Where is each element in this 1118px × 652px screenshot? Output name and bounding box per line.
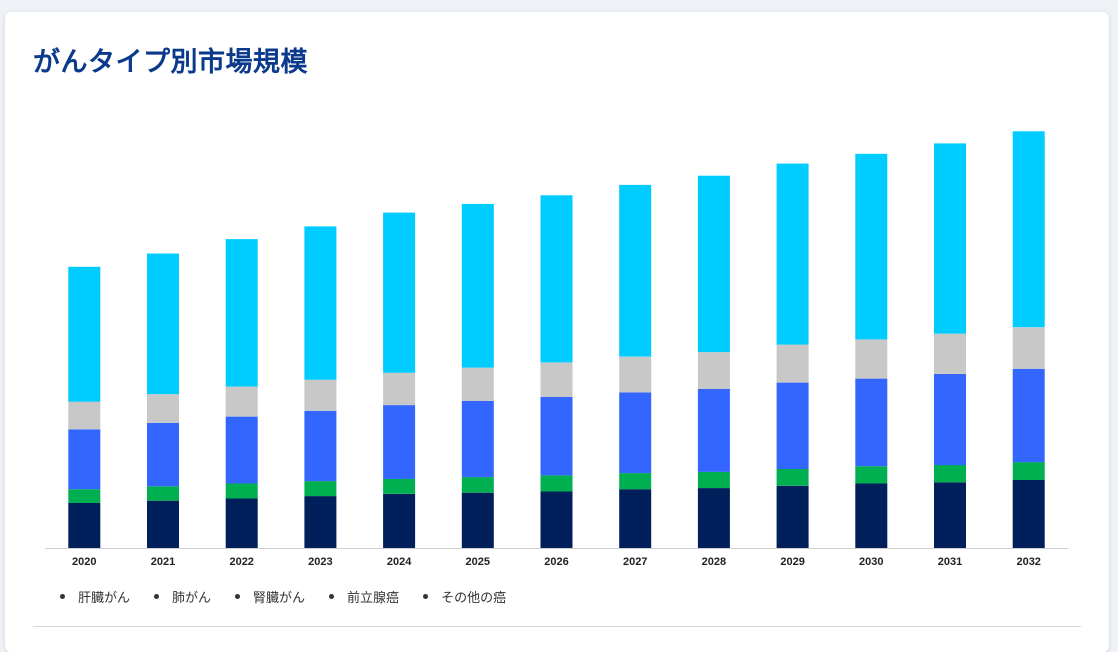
bar-segment-2029-series-3 <box>776 344 809 383</box>
x-tick-label: 2020 <box>72 556 96 568</box>
bar-segment-2023-series-3 <box>304 379 337 411</box>
legend-item: 肺がん <box>154 587 211 606</box>
bar-segment-2029-series-0 <box>776 485 809 548</box>
bar-segment-2027-series-3 <box>619 356 652 393</box>
bar-segment-2026-series-2 <box>540 397 573 476</box>
bar-segment-2030-series-1 <box>855 466 888 484</box>
x-tick-label: 2026 <box>544 556 568 568</box>
bullet-icon <box>235 594 241 599</box>
bar-segment-2022-series-2 <box>225 416 258 484</box>
legend: 肝臓がん 肺がん 腎臓がん 前立腺癌 その他の癌 <box>60 587 506 606</box>
bar-segment-2024-series-1 <box>383 478 416 494</box>
bar-segment-2024-series-4 <box>383 212 416 373</box>
stacked-bar-chart: 2020 2021 2022 2023 2024 2025 2026 2027 2028 2029… <box>45 131 1068 568</box>
bar-segment-2028-series-4 <box>697 175 730 353</box>
legend-item: その他の癌 <box>423 587 506 606</box>
bar-segment-2025-series-4 <box>461 203 494 368</box>
bar-segment-2026-series-1 <box>540 475 573 492</box>
bullet-icon <box>154 594 160 599</box>
legend-label: 腎臓がん <box>253 591 306 606</box>
chart-title: がんタイプ別市場規模 <box>33 47 308 78</box>
bullet-icon <box>60 594 65 599</box>
bar-segment-2022-series-4 <box>225 239 258 387</box>
bar-segment-2031-series-3 <box>934 333 966 374</box>
legend-label: 肝臓がん <box>78 591 131 606</box>
bar-segment-2032-series-4 <box>1012 131 1045 328</box>
legend-item: 前立腺癌 <box>329 587 399 606</box>
bar-segment-2030-series-3 <box>855 339 888 379</box>
x-tick-label: 2032 <box>1016 556 1040 568</box>
x-tick-label: 2029 <box>780 556 804 568</box>
bar-segment-2024-series-0 <box>383 493 416 548</box>
bar-segment-2032-series-2 <box>1012 368 1045 463</box>
bar-segment-2027-series-4 <box>619 184 652 357</box>
bar-segment-2025-series-0 <box>461 492 494 548</box>
x-tick-label: 2023 <box>308 556 332 568</box>
bar-segment-2021-series-0 <box>147 500 179 548</box>
legend-label: 前立腺癌 <box>347 591 400 606</box>
bar-segment-2025-series-3 <box>461 367 494 401</box>
legend-item: 肝臓がん <box>60 587 130 606</box>
x-tick-label: 2031 <box>938 556 962 568</box>
bar-segment-2029-series-4 <box>776 163 809 345</box>
divider <box>33 626 1081 627</box>
bar-segment-2023-series-0 <box>304 496 337 548</box>
legend-label: その他の癌 <box>441 591 507 606</box>
bar-segment-2028-series-2 <box>697 388 730 472</box>
x-tick-label: 2030 <box>859 556 883 568</box>
bullet-icon <box>423 594 429 599</box>
bar-segment-2028-series-3 <box>697 352 730 389</box>
bar-segment-2020-series-1 <box>68 489 101 503</box>
bar-segment-2032-series-3 <box>1012 327 1045 369</box>
bar-segment-2029-series-2 <box>776 382 809 469</box>
bar-segment-2025-series-1 <box>461 477 494 493</box>
bar-segment-2028-series-0 <box>697 488 730 548</box>
bar-segment-2021-series-1 <box>147 486 179 501</box>
bar-segment-2027-series-0 <box>619 489 652 548</box>
bar-segment-2022-series-1 <box>225 483 258 499</box>
bar-segment-2022-series-0 <box>225 498 258 548</box>
bar-segment-2024-series-3 <box>383 372 416 406</box>
bar-segment-2031-series-2 <box>934 374 966 466</box>
bar-segment-2021-series-2 <box>147 422 179 487</box>
x-tick-label: 2022 <box>229 556 253 568</box>
bar-segment-2020-series-2 <box>68 429 101 490</box>
bar-segment-2022-series-3 <box>225 386 258 417</box>
legend-label: 肺がん <box>172 591 212 606</box>
x-tick-label: 2027 <box>623 556 647 568</box>
x-tick-label: 2028 <box>702 556 726 568</box>
bar-segment-2030-series-0 <box>855 483 888 548</box>
bar-segment-2021-series-3 <box>147 394 179 423</box>
bar-segment-2027-series-2 <box>619 392 652 474</box>
bar-segment-2021-series-4 <box>147 253 179 395</box>
bar-segment-2026-series-4 <box>540 195 573 363</box>
bar-segment-2026-series-0 <box>540 491 573 548</box>
x-tick-label: 2024 <box>387 556 412 568</box>
bar-segment-2023-series-4 <box>304 226 337 380</box>
bar-segment-2020-series-3 <box>68 401 101 430</box>
x-tick-label: 2021 <box>151 556 175 568</box>
bar-segment-2031-series-4 <box>934 143 966 334</box>
bar-segment-2028-series-1 <box>697 471 730 488</box>
x-tick-label: 2025 <box>466 556 490 568</box>
bar-segment-2030-series-4 <box>855 153 888 340</box>
bar-segment-2031-series-1 <box>934 465 966 483</box>
bar-segment-2020-series-4 <box>68 266 101 402</box>
legend-item: 腎臓がん <box>235 587 305 606</box>
bar-segment-2023-series-2 <box>304 410 337 482</box>
bar-segment-2027-series-1 <box>619 473 652 490</box>
bar-segment-2024-series-2 <box>383 405 416 479</box>
bar-segment-2026-series-3 <box>540 362 573 397</box>
bullet-icon <box>329 594 335 599</box>
bar-segment-2023-series-1 <box>304 481 337 497</box>
bar-segment-2020-series-0 <box>68 503 101 548</box>
bar-segment-2032-series-1 <box>1012 462 1045 480</box>
bar-segment-2025-series-2 <box>461 401 494 478</box>
bar-segment-2030-series-2 <box>855 378 888 467</box>
bar-segment-2031-series-0 <box>934 482 966 548</box>
bar-segment-2032-series-0 <box>1012 480 1045 548</box>
bar-segment-2029-series-1 <box>776 469 809 486</box>
